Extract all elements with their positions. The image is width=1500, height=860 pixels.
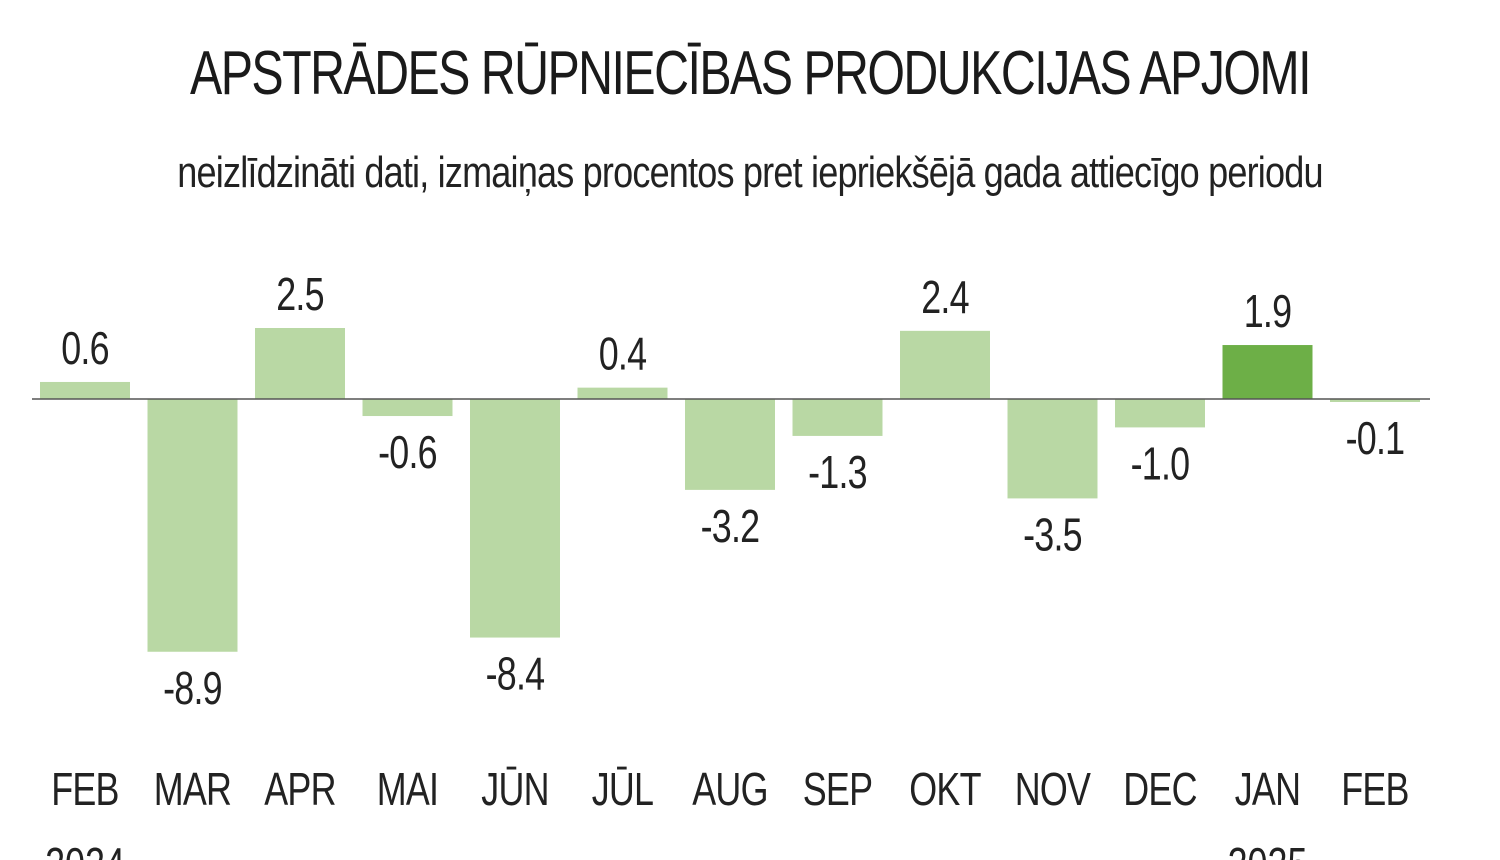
bar-aug-6 <box>685 399 775 490</box>
value-label: -8.4 <box>486 648 545 699</box>
bar-sep-7 <box>792 399 883 436</box>
category-label: MAI <box>377 764 438 815</box>
category-label: OKT <box>909 764 981 815</box>
chart-subtitle: neizlīdzināti dati, izmaiņas procentos p… <box>177 148 1323 197</box>
category-label: FEB <box>51 764 118 815</box>
category-label: MAR <box>154 764 231 815</box>
category-label: FEB <box>1341 764 1408 815</box>
value-label: 2.4 <box>921 272 969 323</box>
bar-dec-10 <box>1115 399 1205 428</box>
value-label: 2.5 <box>276 269 324 320</box>
chart-title: APSTRĀDES RŪPNIECĪBAS PRODUKCIJAS APJOMI <box>189 39 1312 108</box>
bar-jūn-4 <box>470 399 560 638</box>
value-label: -0.1 <box>1346 413 1405 464</box>
value-label: 0.4 <box>599 328 647 379</box>
value-label: -1.3 <box>808 447 867 498</box>
category-label: JŪL <box>592 764 653 815</box>
bar-feb-0 <box>40 381 130 399</box>
value-label: -3.2 <box>701 501 760 552</box>
category-label: AUG <box>692 764 767 815</box>
bar-jūl-5 <box>577 387 668 399</box>
category-label: DEC <box>1123 764 1197 815</box>
bar-okt-8 <box>900 330 990 399</box>
value-label: -3.5 <box>1023 509 1082 560</box>
category-label: JAN <box>1235 764 1300 815</box>
category-label: SEP <box>803 764 872 815</box>
value-label: -8.9 <box>163 663 222 714</box>
value-label: -1.0 <box>1131 438 1190 489</box>
bar-jan-11 <box>1222 345 1313 399</box>
bar-mai-3 <box>362 399 453 417</box>
bar-mar-1 <box>147 399 238 652</box>
category-label: NOV <box>1015 764 1092 815</box>
bar-feb-12 <box>1330 399 1420 402</box>
value-label: -0.6 <box>378 427 437 478</box>
category-label: APR <box>264 764 335 815</box>
year-label: 2024 <box>45 839 125 860</box>
bar-nov-9 <box>1007 399 1098 499</box>
value-label: 1.9 <box>1244 286 1292 337</box>
year-label: 2025 <box>1228 839 1308 860</box>
bar-apr-2 <box>255 328 345 399</box>
value-label: 0.6 <box>61 323 109 374</box>
category-label: JŪN <box>481 764 548 815</box>
